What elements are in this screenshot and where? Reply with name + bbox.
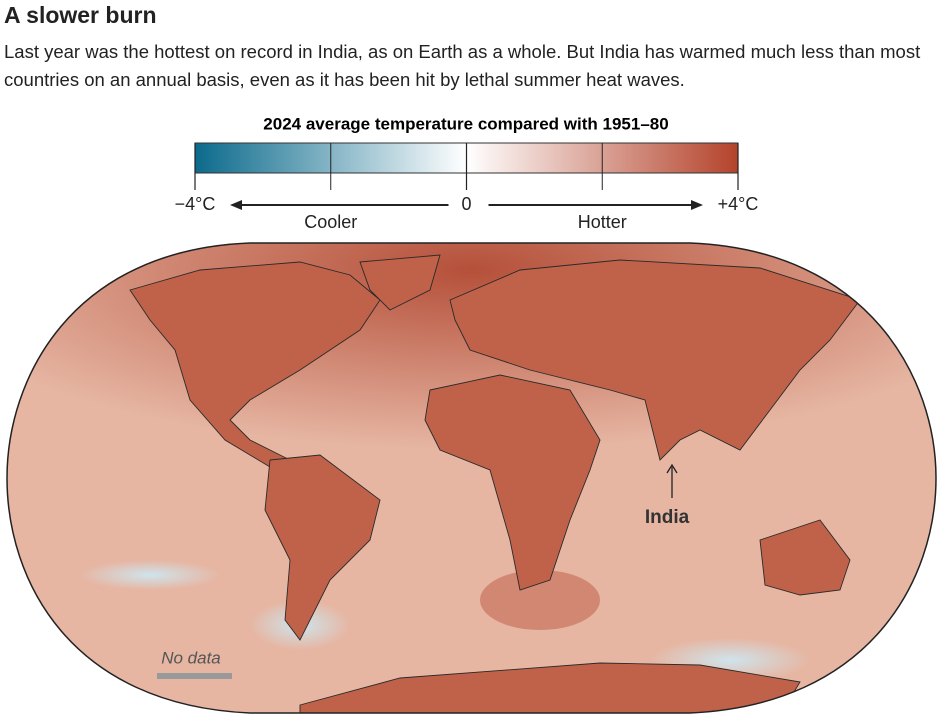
map-outline: [6, 242, 937, 714]
arrowhead-cooler: [230, 200, 242, 210]
arrowhead-hotter: [691, 200, 703, 210]
no-data-label: No data: [161, 648, 221, 667]
annotation-arrowhead: [666, 463, 678, 474]
legend-title: 2024 average temperature compared with 1…: [263, 114, 668, 133]
subtitle: Last year was the hottest on record in I…: [4, 41, 921, 90]
tick-label: −4°C: [175, 194, 216, 214]
tick-label: +4°C: [718, 194, 759, 214]
cooler-label: Cooler: [304, 212, 357, 232]
hotter-label: Hotter: [578, 212, 627, 232]
title: A slower burn: [4, 2, 157, 28]
tick-label: 0: [461, 194, 471, 214]
map: [7, 243, 936, 713]
no-data-swatch: [157, 673, 232, 679]
annotation: India: [645, 507, 690, 528]
